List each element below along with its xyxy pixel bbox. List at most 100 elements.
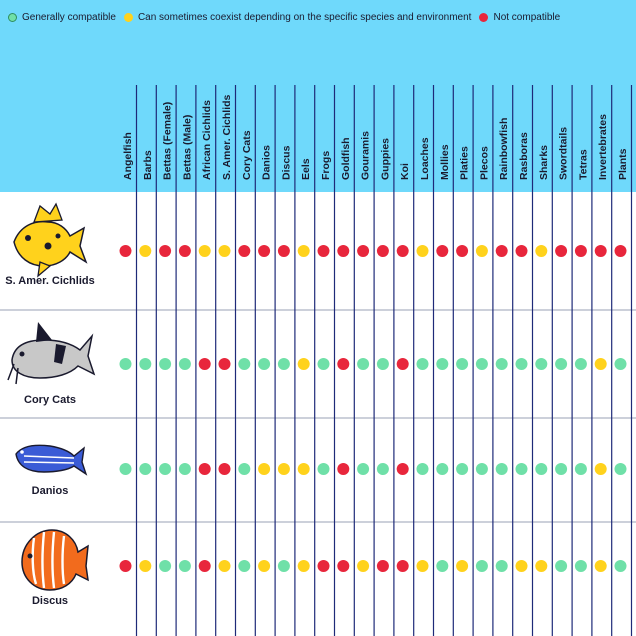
compatibility-dot bbox=[456, 560, 469, 572]
compatibility-dot bbox=[198, 463, 211, 475]
compatibility-dot bbox=[555, 358, 568, 370]
yellow-dot-icon bbox=[123, 12, 133, 22]
compatibility-dot bbox=[594, 358, 607, 370]
compatibility-dot bbox=[456, 358, 469, 370]
row-label: Danios bbox=[32, 485, 69, 497]
column-label: Rainbowfish bbox=[498, 118, 510, 180]
row-label: Cory Cats bbox=[24, 394, 76, 406]
column-label: Discus bbox=[280, 145, 292, 180]
compatibility-dot bbox=[475, 245, 488, 257]
legend-label-not: Not compatible bbox=[493, 11, 561, 23]
legend-item-compatible: Generally compatible bbox=[8, 12, 116, 23]
column-label: Sharks bbox=[538, 145, 550, 180]
compatibility-dot bbox=[515, 560, 528, 572]
compatibility-dot bbox=[159, 245, 172, 257]
compatibility-dot bbox=[436, 358, 449, 370]
compatibility-dot bbox=[614, 463, 627, 475]
red-dot-icon bbox=[479, 12, 489, 22]
compatibility-dot bbox=[317, 560, 330, 572]
legend-label-sometimes: Can sometimes coexist depending on the s… bbox=[137, 11, 472, 23]
compatibility-dot bbox=[337, 560, 350, 572]
compatibility-dot bbox=[416, 358, 429, 370]
compatibility-dot bbox=[357, 245, 370, 257]
column-label: Platies bbox=[459, 146, 471, 180]
compatibility-dot bbox=[396, 463, 409, 475]
compatibility-dot bbox=[376, 560, 389, 572]
compatibility-dot bbox=[139, 358, 152, 370]
compatibility-dot bbox=[614, 358, 627, 370]
compatibility-dot bbox=[456, 245, 469, 257]
column-label: Goldfish bbox=[340, 137, 352, 180]
compatibility-dot bbox=[535, 463, 548, 475]
compatibility-dot bbox=[218, 463, 231, 475]
cichlid-fish-icon bbox=[13, 202, 88, 278]
compatibility-dot bbox=[317, 358, 330, 370]
column-label: Bettas (Female) bbox=[162, 102, 174, 180]
legend: Generally compatible Can sometimes coexi… bbox=[0, 0, 636, 34]
compatibility-dot bbox=[495, 560, 508, 572]
compatibility-dot bbox=[297, 560, 310, 572]
compatibility-dot bbox=[178, 245, 191, 257]
row-lines bbox=[0, 309, 636, 523]
compatibility-dot bbox=[139, 560, 152, 572]
compatibility-dot bbox=[277, 245, 290, 257]
column-label: Bettas (Male) bbox=[181, 115, 193, 180]
compatibility-dot bbox=[277, 358, 290, 370]
compatibility-dot bbox=[258, 358, 271, 370]
row-labels: S. Amer. Cichlids Cory Cats Danios Discus bbox=[5, 275, 94, 607]
compatibility-dot bbox=[238, 560, 251, 572]
compatibility-dot bbox=[416, 560, 429, 572]
compatibility-dot bbox=[238, 358, 251, 370]
compatibility-dot bbox=[574, 358, 587, 370]
compatibility-dot bbox=[357, 560, 370, 572]
compatibility-dot bbox=[238, 245, 251, 257]
compatibility-dot bbox=[535, 560, 548, 572]
compatibility-dot bbox=[475, 463, 488, 475]
column-label: Koi bbox=[399, 163, 411, 180]
compatibility-dot bbox=[495, 463, 508, 475]
column-label: Mollies bbox=[439, 144, 451, 180]
compatibility-dot bbox=[396, 245, 409, 257]
compatibility-dot bbox=[258, 245, 271, 257]
column-label: Frogs bbox=[320, 151, 332, 180]
row-label: Discus bbox=[32, 595, 68, 607]
column-label: Loaches bbox=[419, 137, 431, 180]
column-label: Tetras bbox=[577, 149, 589, 180]
compatibility-dot bbox=[594, 245, 607, 257]
compatibility-dot bbox=[277, 463, 290, 475]
column-label: Invertebrates bbox=[597, 114, 609, 180]
compatibility-dot bbox=[139, 245, 152, 257]
compatibility-dot bbox=[555, 560, 568, 572]
compatibility-dot bbox=[535, 358, 548, 370]
compatibility-dot bbox=[376, 245, 389, 257]
row-label: S. Amer. Cichlids bbox=[5, 275, 94, 287]
compatibility-dot bbox=[337, 358, 350, 370]
compatibility-dot bbox=[159, 560, 172, 572]
legend-label-compatible: Generally compatible bbox=[22, 11, 116, 23]
compatibility-dot bbox=[357, 358, 370, 370]
compatibility-dot bbox=[396, 358, 409, 370]
compatibility-dot bbox=[475, 358, 488, 370]
compatibility-dot bbox=[376, 358, 389, 370]
compatibility-dot bbox=[139, 463, 152, 475]
column-label: Gouramis bbox=[360, 131, 372, 180]
column-label: Eels bbox=[300, 158, 312, 180]
compatibility-dot bbox=[198, 245, 211, 257]
compatibility-dot bbox=[218, 358, 231, 370]
compatibility-dot bbox=[238, 463, 251, 475]
compatibility-dot bbox=[436, 560, 449, 572]
column-label: S. Amer. Cichlids bbox=[221, 94, 233, 180]
compatibility-dot bbox=[594, 463, 607, 475]
green-dot-icon bbox=[8, 12, 17, 22]
column-lines bbox=[135, 85, 633, 636]
column-label: Cory Cats bbox=[241, 130, 253, 180]
compatibility-dot bbox=[416, 463, 429, 475]
compatibility-dot bbox=[357, 463, 370, 475]
column-label: Barbs bbox=[142, 150, 154, 180]
compatibility-dot bbox=[535, 245, 548, 257]
compatibility-dot bbox=[337, 463, 350, 475]
column-label: Guppies bbox=[379, 138, 391, 180]
legend-item-sometimes: Can sometimes coexist depending on the s… bbox=[123, 11, 472, 23]
column-label: Plecos bbox=[478, 146, 490, 180]
